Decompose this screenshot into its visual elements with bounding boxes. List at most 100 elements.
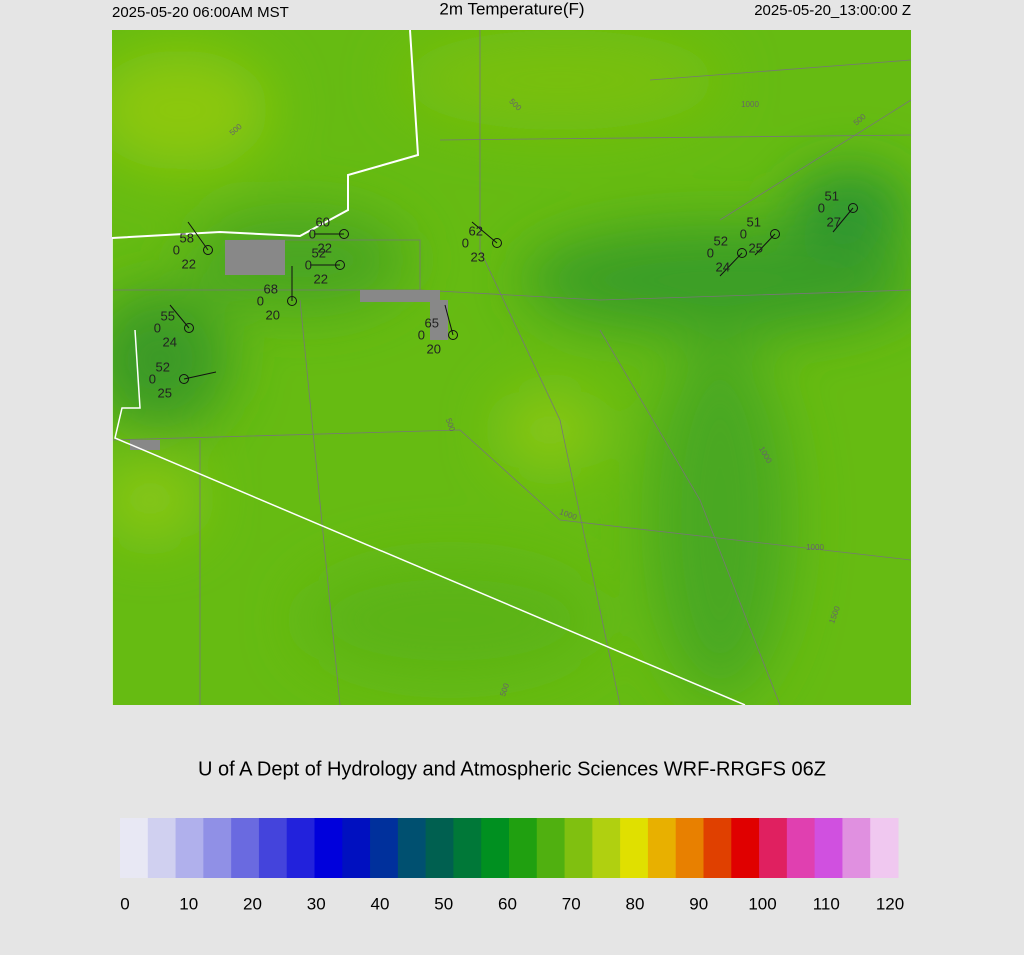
wind-barb xyxy=(719,252,743,277)
colorbar-tick-label: 60 xyxy=(498,894,517,913)
station-dewpoint: 24 xyxy=(163,334,177,349)
station-temp: 52 xyxy=(312,245,326,260)
station-temp: 55 xyxy=(161,308,175,323)
credit: U of A Dept of Hydrology and Atmospheric… xyxy=(198,758,826,780)
station-value: 0 xyxy=(707,245,714,260)
station-circle xyxy=(448,330,458,340)
station-temp: 51 xyxy=(747,214,761,229)
colorbar-swatch xyxy=(147,818,177,878)
station-temp: 52 xyxy=(156,359,170,374)
colorbar-swatch xyxy=(481,818,510,878)
colorbar-swatch xyxy=(203,818,232,878)
station-dewpoint: 22 xyxy=(314,271,328,286)
colorbar-swatch xyxy=(397,818,427,878)
station-temp: 51 xyxy=(825,188,839,203)
map xyxy=(112,30,911,705)
colorbar-tick-label: 40 xyxy=(371,894,390,913)
station-value: 0 xyxy=(257,293,264,308)
colorbar-tick-label: 120 xyxy=(876,894,904,913)
colorbar-swatch xyxy=(675,818,704,878)
station-temp: 52 xyxy=(714,233,728,248)
station-value: 0 xyxy=(154,320,161,335)
colorbar-swatch xyxy=(175,818,204,878)
colorbar-tick-label: 90 xyxy=(689,894,708,913)
contour-label: 500 xyxy=(444,417,457,433)
station-value: 0 xyxy=(173,242,180,257)
station-value: 0 xyxy=(818,200,825,215)
colorbar-swatch xyxy=(731,818,760,878)
colorbar-swatch xyxy=(286,818,315,878)
colorbar-swatch xyxy=(425,818,454,878)
station-temp: 65 xyxy=(425,315,439,330)
colorbar-tick-label: 20 xyxy=(243,894,262,913)
wind-barb xyxy=(832,207,854,233)
station-dewpoint: 22 xyxy=(182,256,196,271)
colorbar-swatch xyxy=(647,818,677,878)
contour-label: 500 xyxy=(498,682,511,698)
station-circle xyxy=(203,245,213,255)
station-dewpoint: 23 xyxy=(471,249,485,264)
station-temp: 68 xyxy=(264,281,278,296)
colorbar-swatch xyxy=(759,818,788,878)
colorbar-tick-label: 0 xyxy=(120,894,129,913)
colorbar-tick-label: 110 xyxy=(813,894,840,913)
colorbar-swatch xyxy=(120,818,149,878)
station-temp: 62 xyxy=(469,223,483,238)
colorbar-swatch xyxy=(842,818,871,878)
wind-barb xyxy=(187,221,209,251)
station-value: 0 xyxy=(462,235,469,250)
colorbar-swatch xyxy=(342,818,371,878)
colorbar-swatch xyxy=(453,818,482,878)
station-circle xyxy=(335,260,345,270)
station-value: 0 xyxy=(740,226,747,241)
colorbar-swatch xyxy=(620,818,649,878)
valid-utc: 2025-05-20_13:00:00 Z xyxy=(754,2,911,19)
colorbar-swatch xyxy=(564,818,593,878)
colorbar-swatch xyxy=(703,818,732,878)
colorbar-tick-label: 100 xyxy=(748,894,776,913)
station-value: 0 xyxy=(309,226,316,241)
station-dewpoint: 20 xyxy=(266,307,280,322)
colorbar-swatch xyxy=(786,818,816,878)
colorbar-tick-label: 70 xyxy=(562,894,581,913)
wind-barb xyxy=(183,371,217,380)
colorbar-tick-label: 50 xyxy=(434,894,453,913)
title: 2m Temperature(F) xyxy=(439,0,584,18)
station-circle xyxy=(179,374,189,384)
station-dewpoint: 27 xyxy=(827,214,841,229)
station-dewpoint: 20 xyxy=(427,341,441,356)
station-circle xyxy=(737,248,747,258)
station-value: 0 xyxy=(305,257,312,272)
colorbar-tick-label: 30 xyxy=(307,894,326,913)
colorbar-swatch xyxy=(509,818,538,878)
station-circle xyxy=(770,229,780,239)
colorbar-tick-label: 80 xyxy=(626,894,645,913)
station-dewpoint: 24 xyxy=(716,259,730,274)
contour-label: 1000 xyxy=(741,100,759,109)
colorbar-swatch xyxy=(314,818,343,878)
colorbar-swatch xyxy=(370,818,399,878)
wind-barb xyxy=(444,304,454,336)
colorbar-swatch xyxy=(536,818,566,878)
colorbar-swatch xyxy=(592,818,621,878)
station-temp: 58 xyxy=(180,230,194,245)
wind-barb xyxy=(471,221,498,244)
station-circle xyxy=(492,238,502,248)
station-value: 0 xyxy=(418,327,425,342)
colorbar-tick-label: 10 xyxy=(179,894,198,913)
station-dewpoint: 25 xyxy=(749,240,763,255)
station-circle xyxy=(339,229,349,239)
colorbar-swatch xyxy=(258,818,288,878)
colorbar-swatch xyxy=(231,818,260,878)
contour-label: 1000 xyxy=(806,543,824,552)
colorbar-swatch xyxy=(814,818,843,878)
station-circle xyxy=(184,323,194,333)
valid-local: 2025-05-20 06:00AM MST xyxy=(112,4,289,21)
station-dewpoint: 22 xyxy=(318,240,332,255)
station-circle xyxy=(848,203,858,213)
station-dewpoint: 25 xyxy=(158,385,172,400)
station-temp: 60 xyxy=(316,214,330,229)
station-circle xyxy=(287,296,297,306)
station-value: 0 xyxy=(149,371,156,386)
